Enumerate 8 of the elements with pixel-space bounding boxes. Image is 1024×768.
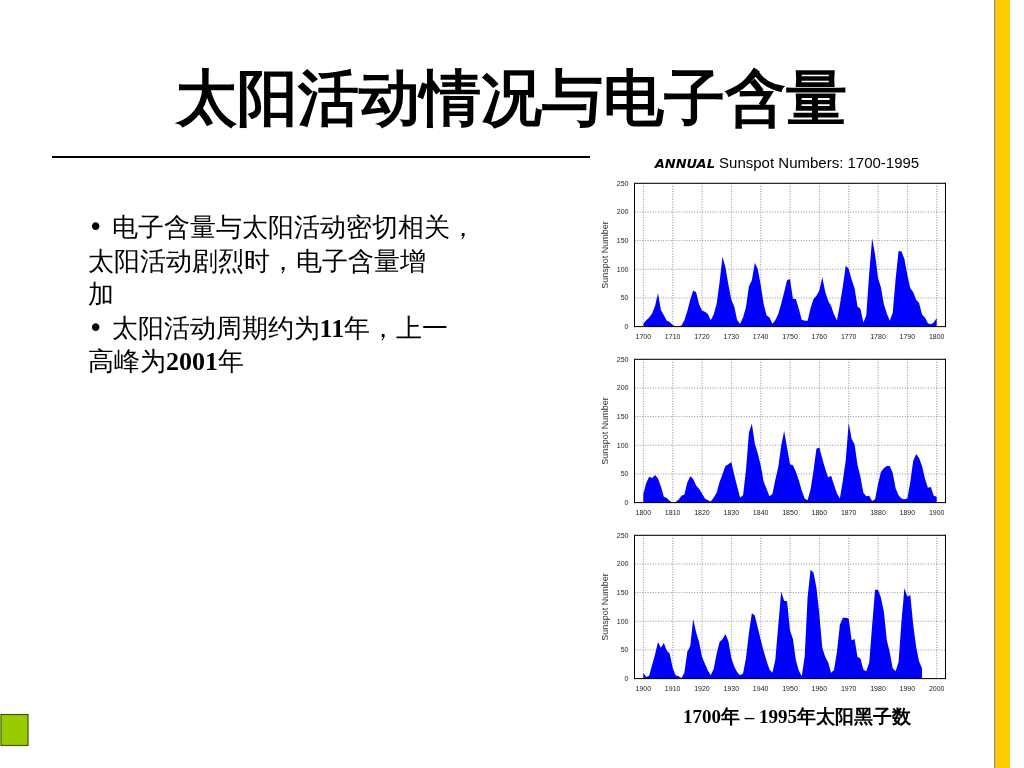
y-axis-title: Sunspot Number: [600, 221, 610, 289]
y-axis-title: Sunspot Number: [600, 573, 610, 641]
text: • 电子含量与太阳活动密切相关，太阳活动剧烈时，电子含量增加: [88, 212, 476, 309]
text: 太阳活动情况与电子含量: [173, 62, 847, 133]
y-axis-title: Sunspot Number: [600, 397, 610, 465]
chart-title: ANNUAL Sunspot Numbers: 1700-1995: [653, 154, 920, 172]
text: 1700年 – 1995年太阳黑子数: [683, 705, 912, 727]
text: • 太阳活动周期约为11年，上一高峰为2001年: [88, 312, 449, 376]
